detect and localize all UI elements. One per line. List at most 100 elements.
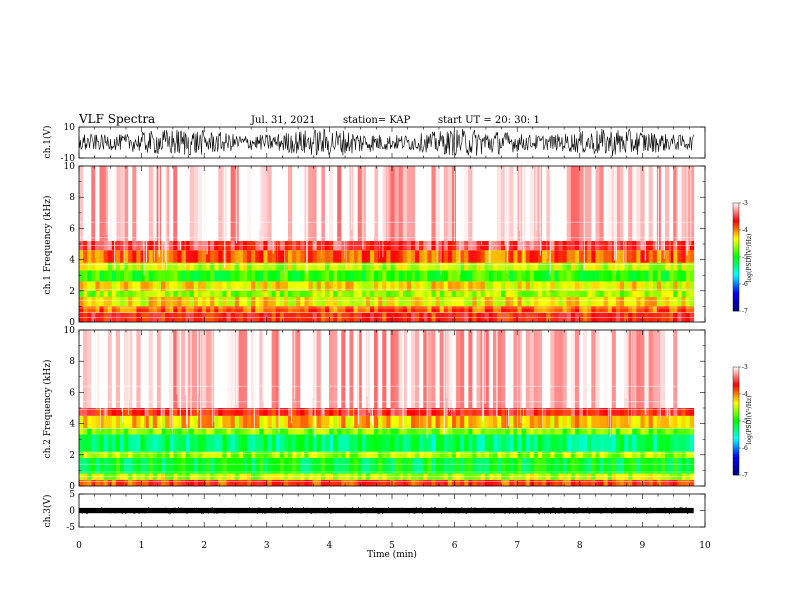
spectrogram-cell bbox=[587, 297, 592, 307]
spectrogram-cell bbox=[103, 270, 109, 282]
spectrogram-cell bbox=[119, 270, 125, 282]
spectrogram-cell bbox=[546, 479, 551, 486]
spectrogram-cell bbox=[501, 262, 506, 271]
spectrogram-cell bbox=[91, 270, 96, 282]
colorbar-cell bbox=[733, 372, 739, 375]
spectrogram-cell bbox=[148, 451, 154, 458]
spectrogram-cell bbox=[505, 297, 510, 307]
spectrogram-cell bbox=[550, 415, 555, 429]
spectrogram-cell bbox=[222, 451, 227, 458]
spectrogram-cell bbox=[218, 434, 223, 452]
spectrogram-cell bbox=[562, 290, 568, 298]
spectrogram-cell bbox=[513, 434, 518, 452]
spectrogram-cell bbox=[624, 270, 629, 282]
spectrogram-cell bbox=[570, 270, 576, 282]
spectrogram-cell bbox=[353, 306, 359, 313]
spectrogram-cell bbox=[419, 250, 424, 263]
spectrogram-cell bbox=[242, 330, 248, 408]
spectrogram-cell bbox=[587, 434, 592, 452]
spectrogram-cell bbox=[615, 281, 621, 291]
x-tick-label: 1 bbox=[139, 541, 145, 551]
spectrogram-cell bbox=[308, 457, 313, 474]
spectrogram-cell bbox=[259, 166, 264, 241]
colorbar-cell bbox=[733, 370, 739, 373]
spectrogram-cell bbox=[574, 281, 580, 291]
spectrogram-cell bbox=[169, 479, 174, 486]
spectrogram-cell bbox=[201, 290, 207, 298]
colorbar-cell bbox=[733, 276, 739, 279]
spectrogram-cell bbox=[369, 262, 375, 271]
spectrogram-cell bbox=[456, 306, 461, 313]
spectrogram-cell bbox=[628, 415, 633, 429]
spectrogram-cell bbox=[562, 428, 568, 435]
spectrogram-cell bbox=[550, 457, 555, 474]
spectrogram-cell bbox=[271, 281, 277, 291]
spectrogram-cell bbox=[628, 457, 633, 474]
spectrogram-cell bbox=[521, 290, 527, 298]
spectrogram-cell bbox=[238, 306, 244, 313]
spectrogram-cell bbox=[460, 330, 465, 408]
spectrogram-cell bbox=[222, 428, 227, 435]
spectrogram-cell bbox=[320, 290, 326, 298]
spectrogram-cell bbox=[578, 290, 584, 298]
spectrogram-cell bbox=[271, 297, 277, 307]
spectrogram-cell bbox=[255, 434, 260, 452]
spectrogram-cell bbox=[279, 479, 285, 486]
spectrogram-cell bbox=[374, 451, 379, 458]
spectrogram-cell bbox=[349, 451, 354, 458]
spectrogram-cell bbox=[423, 290, 428, 298]
spectrogram-cell bbox=[111, 297, 117, 307]
spectrogram-cell bbox=[423, 262, 428, 271]
spectrogram-cell bbox=[148, 166, 154, 241]
spectrogram-cell bbox=[238, 297, 244, 307]
spectrogram-cell bbox=[365, 270, 371, 282]
spectrogram-cell bbox=[492, 415, 498, 429]
spectrogram-cell bbox=[288, 451, 293, 458]
spectrogram-cell bbox=[439, 457, 445, 474]
spectrogram-cell bbox=[132, 415, 137, 429]
spectrogram-cell bbox=[242, 306, 248, 313]
spectrogram-cell bbox=[435, 166, 441, 241]
spectrogram-cell bbox=[398, 262, 404, 271]
spectrogram-cell bbox=[595, 166, 600, 241]
spectrogram-cell bbox=[611, 290, 617, 298]
spectrogram-cell bbox=[128, 428, 133, 435]
spectrogram-cell bbox=[501, 415, 506, 429]
spectrogram-cell bbox=[689, 262, 695, 271]
spectrogram-cell bbox=[611, 262, 617, 271]
spectrogram-cell bbox=[283, 306, 289, 313]
spectrogram-cell bbox=[435, 479, 441, 486]
spectrogram-cell bbox=[615, 250, 621, 263]
spectrogram-cell bbox=[390, 408, 395, 416]
spectrogram-cell bbox=[587, 270, 592, 282]
spectrogram-cell bbox=[451, 290, 457, 298]
spectrogram-cell bbox=[169, 270, 174, 282]
spectrogram-cell bbox=[488, 415, 494, 429]
spectrogram-cell bbox=[472, 479, 477, 486]
spectrogram-cell bbox=[574, 457, 580, 474]
spectrogram-cell bbox=[197, 479, 203, 486]
spectrogram-cell bbox=[492, 434, 498, 452]
spectrogram-cell bbox=[374, 306, 379, 313]
spectrogram-cell bbox=[603, 330, 609, 408]
spectrogram-cell bbox=[271, 270, 277, 282]
spectrogram-cell bbox=[206, 297, 211, 307]
spectrogram-cell bbox=[624, 415, 629, 429]
spectrogram-cell bbox=[365, 451, 371, 458]
spectrogram-cell bbox=[259, 270, 264, 282]
spectrogram-cell bbox=[402, 479, 408, 486]
spectrogram-cell bbox=[320, 281, 326, 291]
spectrogram-cell bbox=[513, 250, 518, 263]
spectrogram-cell bbox=[87, 457, 92, 474]
spectrogram-cell bbox=[447, 306, 453, 313]
spectrogram-cell bbox=[267, 451, 273, 458]
spectrogram-cell bbox=[542, 290, 547, 298]
spectrogram-cell bbox=[669, 290, 674, 298]
spectrogram-cell bbox=[189, 434, 195, 452]
spectrogram-cell bbox=[665, 297, 670, 307]
spectrogram-cell bbox=[292, 451, 297, 458]
spectrogram-cell bbox=[214, 306, 219, 313]
spectrogram-cell bbox=[566, 250, 572, 263]
spectrogram-cell bbox=[144, 290, 150, 298]
spectrogram-cell bbox=[501, 451, 506, 458]
